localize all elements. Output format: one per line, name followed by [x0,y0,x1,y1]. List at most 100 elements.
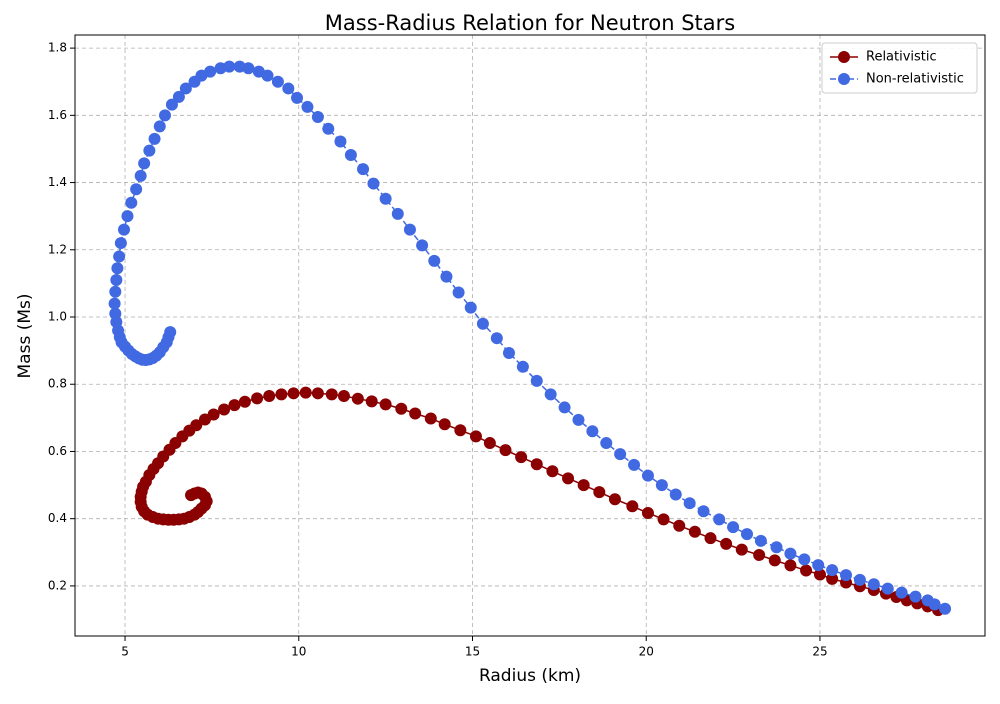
data-point [379,398,392,411]
data-point [452,286,465,299]
y-tick-label: 1.8 [48,41,67,55]
data-point [113,250,126,263]
data-point [688,525,701,538]
data-point [669,488,682,501]
data-point [784,547,797,560]
data-point [798,553,811,566]
data-point [464,301,477,314]
data-point [165,98,178,111]
y-tick-label: 1.2 [48,242,67,256]
data-point [207,408,220,421]
data-point [586,425,599,438]
data-point [109,285,122,298]
x-tick-label: 25 [812,645,827,659]
data-point [515,451,528,464]
data-point [655,479,668,492]
data-point [812,559,825,572]
data-point [238,395,251,408]
data-point [490,332,503,345]
data-point [130,183,143,196]
data-point [275,388,288,401]
data-point [158,109,171,122]
data-point [704,532,717,545]
data-point [499,444,512,457]
data-point [683,497,696,510]
data-point [365,395,378,408]
data-point [826,564,839,577]
data-point [125,196,138,209]
data-point [190,419,203,432]
data-point [424,412,437,425]
data-point [218,403,231,416]
x-tick-label: 5 [121,645,129,659]
data-point [600,437,613,450]
data-point [720,537,733,550]
data-point [544,388,557,401]
data-point [134,169,147,182]
data-point [909,590,922,603]
data-point [530,458,543,471]
data-point [657,513,670,526]
data-point [754,534,767,547]
data-point [593,486,606,499]
data-point [440,270,453,283]
x-tick-label: 15 [465,645,480,659]
data-point [628,458,641,471]
data-point [740,528,753,541]
data-point [337,390,350,403]
data-point [334,135,347,148]
data-point [153,120,166,133]
data-point [813,568,826,581]
data-point [110,274,123,287]
data-point [502,346,515,359]
data-point [572,413,585,426]
data-point [840,569,853,582]
data-point [713,513,726,526]
data-point [697,505,710,518]
data-point [867,578,880,591]
data-point [311,387,324,400]
data-point [351,392,364,405]
data-point [114,237,127,250]
data-point [476,317,489,330]
data-point [301,100,314,113]
data-point [469,430,482,443]
data-point [416,239,429,252]
data-point [403,223,416,236]
data-point [117,223,130,236]
data-point [673,519,686,532]
data-point [357,163,370,176]
data-point [438,418,451,431]
y-tick-label: 1.6 [48,108,67,122]
data-point [409,407,422,420]
legend-label: Relativistic [866,50,937,65]
data-point [228,399,241,412]
data-point [558,401,571,414]
x-axis-label: Radius (km) [479,666,581,686]
data-point [138,157,151,170]
data-point [271,75,284,88]
data-point [881,582,894,595]
data-point [108,297,121,310]
data-point [895,586,908,599]
data-point [735,543,748,556]
y-tick-label: 0.8 [48,377,67,391]
data-point [483,437,496,450]
data-point [853,573,866,586]
data-point [322,122,335,135]
series-line [113,65,946,610]
data-point [826,572,839,585]
data-point [148,132,161,145]
data-point [242,62,255,75]
data-point [939,602,952,615]
data-point [261,69,274,82]
legend-marker [838,51,850,63]
legend-marker [838,73,850,85]
x-tick-label: 10 [291,645,306,659]
legend-box [821,42,978,94]
data-point [768,554,781,567]
data-point [577,479,590,492]
data-point [263,390,276,403]
data-point [172,90,185,103]
